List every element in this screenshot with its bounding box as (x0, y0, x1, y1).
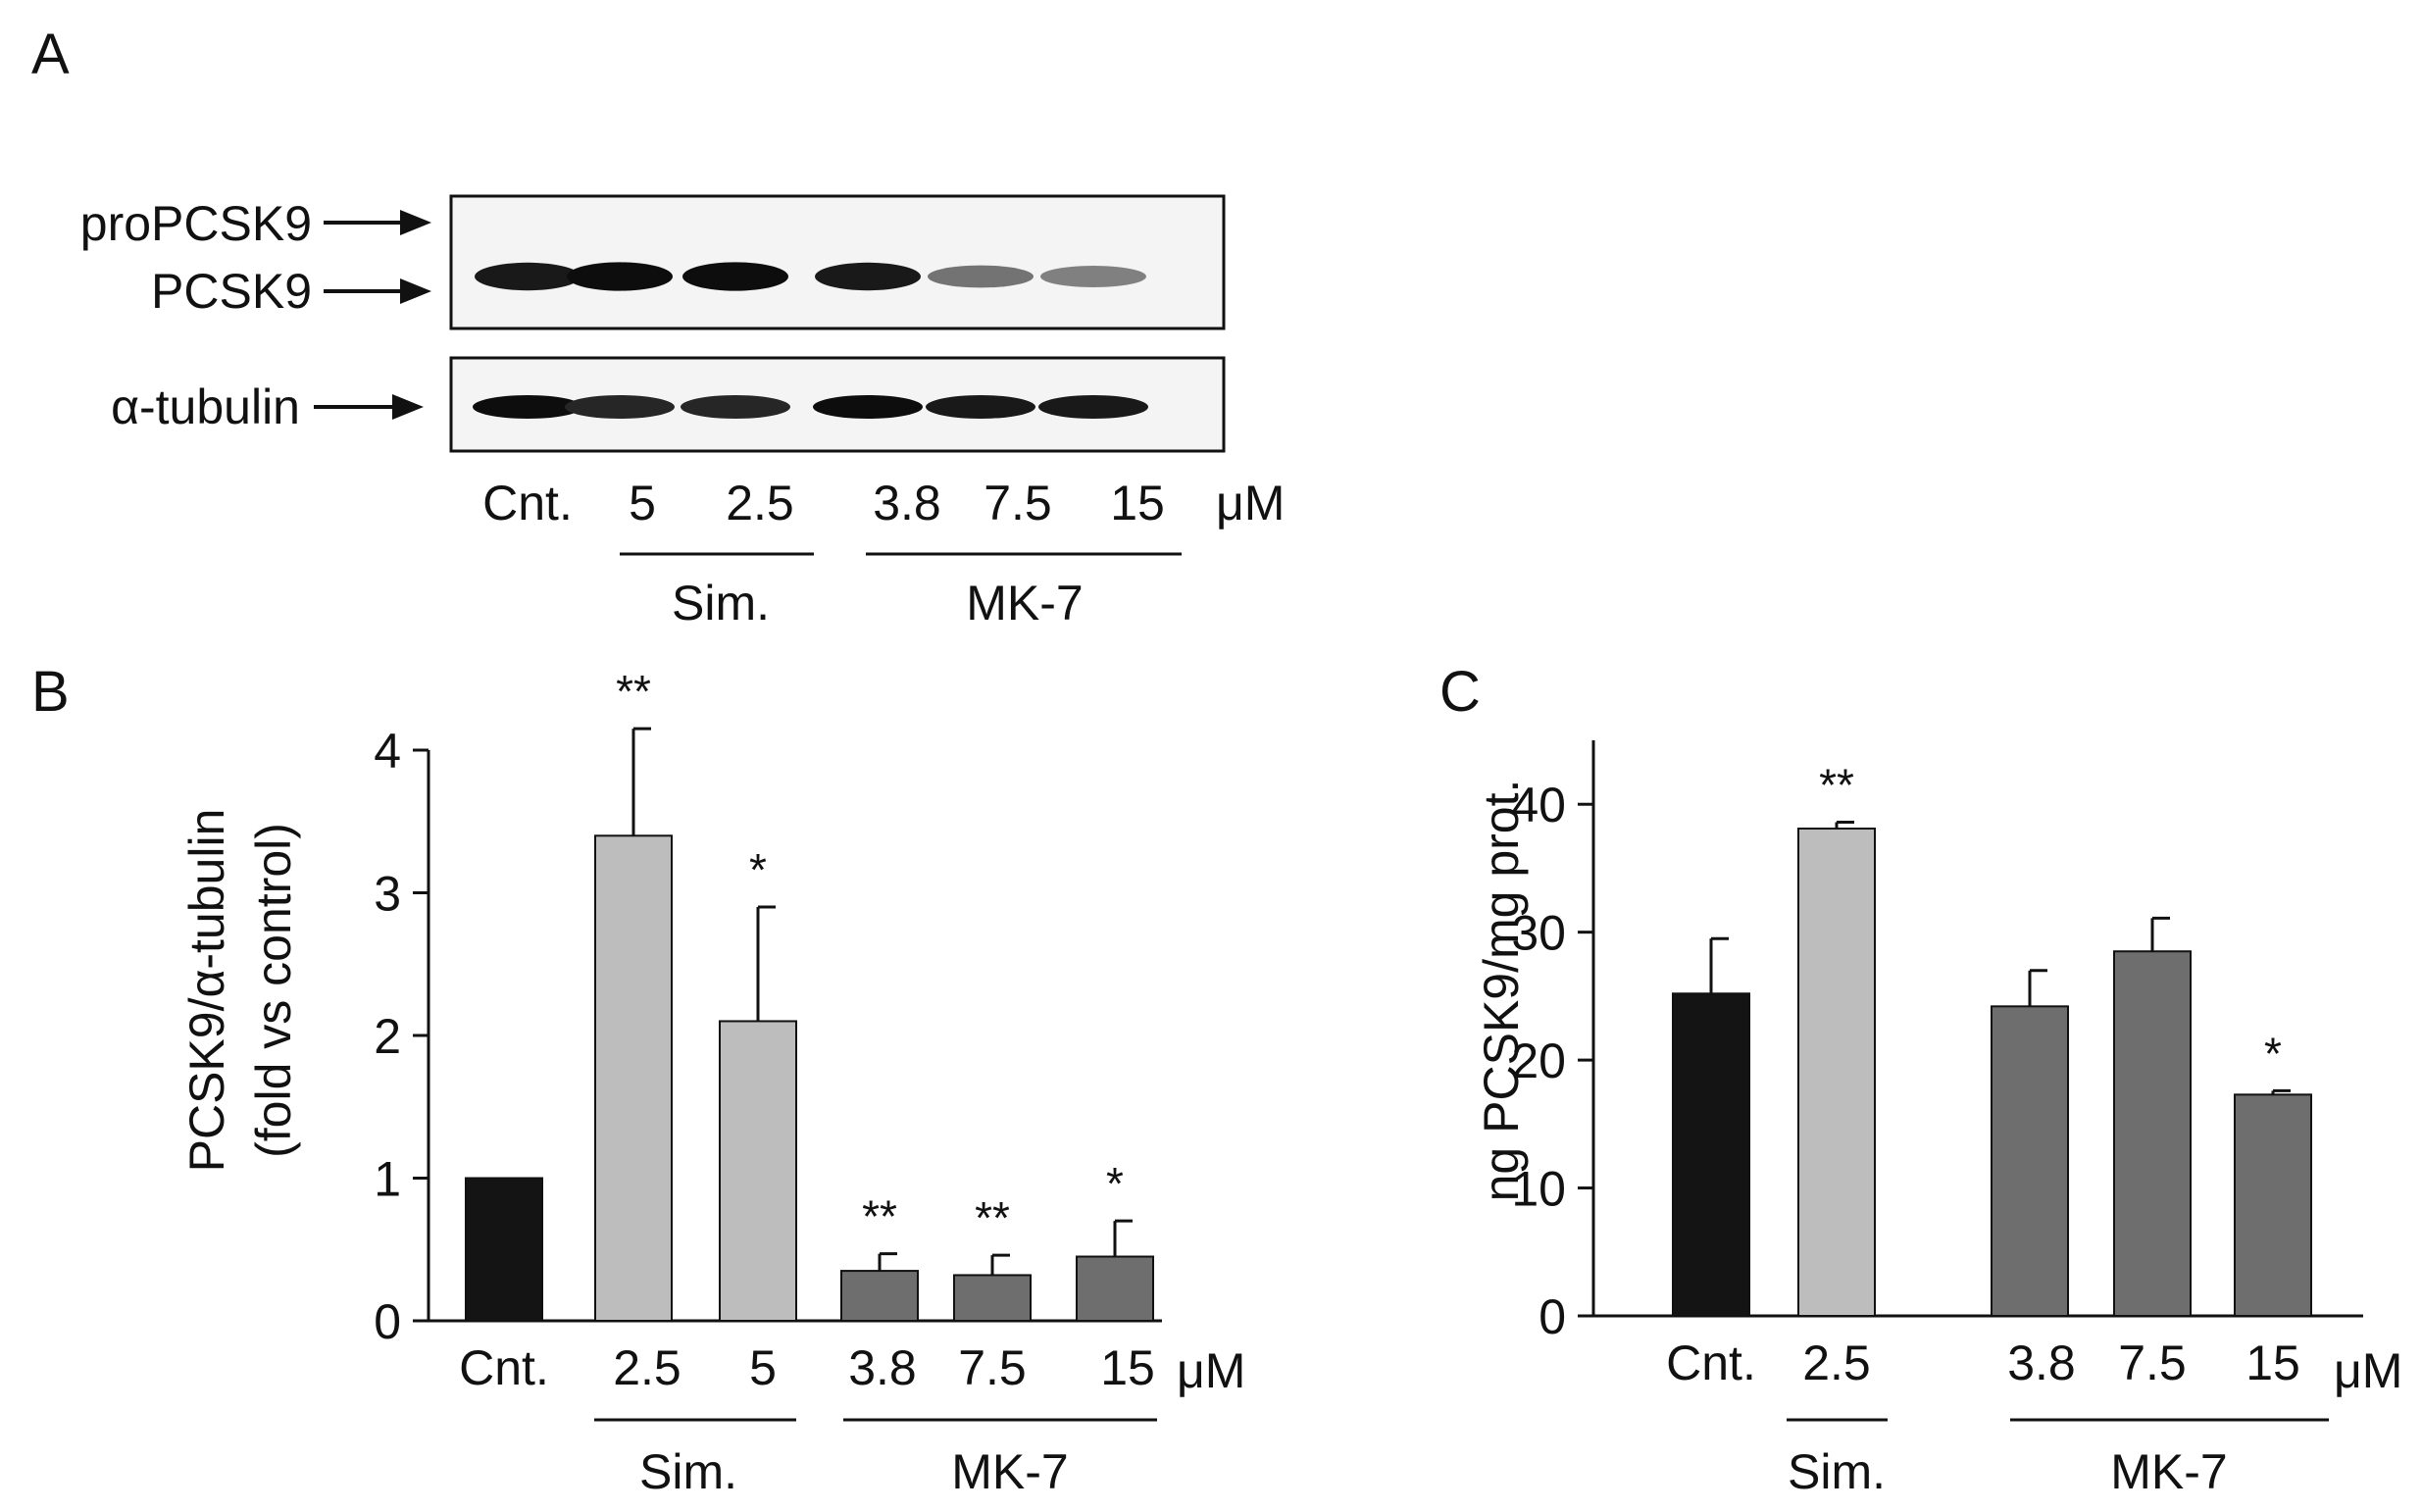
blot-label-tubulin: α-tubulin (111, 379, 300, 434)
tubulin-band (1038, 395, 1148, 419)
pcsk9-band (567, 262, 673, 291)
bar (2234, 1093, 2312, 1317)
pcsk9-band (475, 262, 580, 291)
y-tick-label: 10 (1511, 1162, 1566, 1217)
significance-label: * (2264, 1028, 2282, 1079)
y-tick-label: 40 (1511, 778, 1566, 832)
bar (2113, 950, 2192, 1317)
bar (1797, 828, 1876, 1317)
pcsk9-arrowhead-icon (400, 278, 431, 304)
significance-label: ** (862, 1191, 897, 1242)
panel-c-mk7-group-label: MK-7 (2110, 1444, 2227, 1499)
tubulin-band (565, 395, 675, 419)
x-tick-label: 2.5 (613, 1340, 681, 1395)
lane-label: 5 (629, 476, 656, 530)
panel-c-unit: μM (2334, 1343, 2402, 1398)
y-tick-label: 30 (1511, 906, 1566, 961)
tubulin-band (681, 395, 790, 419)
pcsk9-band (682, 262, 788, 291)
y-tick-label: 1 (374, 1152, 401, 1207)
y-tick-label: 3 (374, 867, 401, 922)
x-tick-label: Cnt. (459, 1340, 549, 1395)
tubulin-band (473, 395, 582, 419)
panel-c-ylabel: ng PCSK9/mg prot. (1474, 780, 1529, 1202)
bar (594, 834, 673, 1322)
y-tick-label: 20 (1511, 1033, 1566, 1088)
panel-a-letter: A (31, 23, 70, 86)
bar (1672, 992, 1750, 1318)
significance-label: ** (616, 666, 651, 717)
panel-b-mk7-group-label: MK-7 (951, 1444, 1068, 1499)
panel-b-sim-group-label: Sim. (639, 1444, 737, 1499)
blot-bands (473, 262, 1148, 419)
bar (1991, 1005, 2069, 1318)
panel-a-sim-group-label: Sim. (672, 576, 770, 630)
bar (719, 1020, 797, 1322)
x-tick-label: 2.5 (1802, 1336, 1871, 1390)
panel-c-sim-group-label: Sim. (1788, 1444, 1886, 1499)
bar (953, 1274, 1032, 1322)
chart-b: 0 1 2 3 4 Cnt. ** 2.5 * 5 ** 3.8 ** 7.5 * 15 (374, 666, 1162, 1395)
lane-label: 7.5 (984, 476, 1052, 530)
bar (465, 1177, 543, 1322)
x-tick-label: Cnt. (1666, 1336, 1756, 1390)
lane-label: 3.8 (873, 476, 941, 530)
lane-label: 15 (1110, 476, 1165, 530)
x-tick-label: 3.8 (848, 1340, 917, 1395)
lane-labels: Cnt. 5 2.5 3.8 7.5 15 (482, 476, 1165, 530)
x-tick-label: 7.5 (2118, 1336, 2187, 1390)
panel-c-letter: C (1439, 660, 1481, 724)
y-tick-label: 4 (374, 724, 401, 779)
x-tick-label: 3.8 (2007, 1336, 2076, 1390)
blot-label-propcsk9: proPCSK9 (80, 196, 312, 251)
propcsk9-arrowhead-icon (400, 210, 431, 235)
tubulin-band (926, 395, 1035, 419)
chart-c: 0 10 20 30 40 Cnt. ** 2.5 3.8 7.5 * 15 (1511, 740, 2363, 1390)
x-tick-label: 7.5 (958, 1340, 1027, 1395)
panel-b-ylabel-line1: PCSK9/α-tubulin (179, 809, 234, 1173)
pcsk9-band (815, 262, 921, 291)
bar (840, 1270, 919, 1322)
panel-b-unit: μM (1177, 1343, 1245, 1398)
pcsk9-blot-frame (449, 194, 1226, 330)
significance-label: ** (975, 1192, 1010, 1243)
y-tick-label: 0 (1539, 1289, 1566, 1344)
pcsk9-band (928, 265, 1034, 288)
x-tick-label: 5 (749, 1340, 777, 1395)
panel-b-ylabel-line2: (fold vs control) (246, 823, 301, 1158)
y-tick-label: 2 (374, 1009, 401, 1064)
x-tick-label: 15 (2245, 1336, 2300, 1390)
tubulin-arrowhead-icon (392, 394, 424, 420)
significance-label: ** (1819, 759, 1854, 810)
tubulin-band (813, 395, 923, 419)
y-tick-label: 0 (374, 1294, 401, 1349)
lane-label: 2.5 (726, 476, 794, 530)
bar (1076, 1255, 1154, 1323)
significance-label: * (1106, 1158, 1124, 1209)
significance-label: * (749, 844, 767, 895)
panel-a-unit: μM (1216, 476, 1285, 530)
panel-b-letter: B (31, 660, 70, 724)
lane-label: Cnt. (482, 476, 573, 530)
panel-a-mk7-group-label: MK-7 (966, 576, 1083, 630)
blot-label-pcsk9: PCSK9 (151, 264, 312, 319)
pcsk9-band (1040, 266, 1146, 287)
x-tick-label: 15 (1100, 1340, 1155, 1395)
